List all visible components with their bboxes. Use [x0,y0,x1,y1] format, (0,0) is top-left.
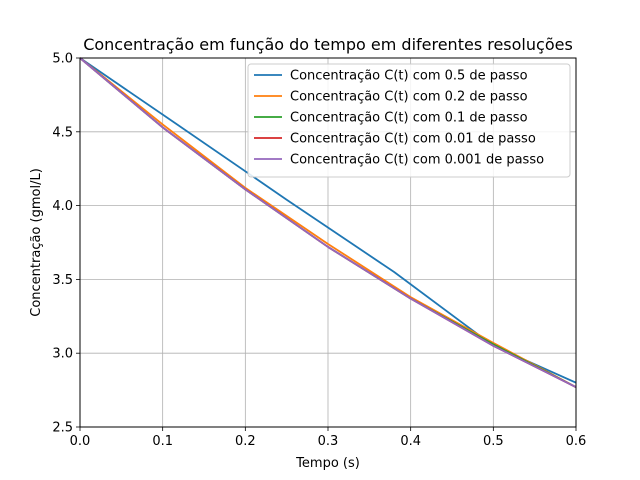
series-line-5 [79,57,577,388]
series-line-2 [79,57,577,388]
y-axis-ticks: 2.5 3.0 3.5 4.0 4.5 5.0 [52,52,80,436]
legend-box [247,63,571,178]
chart-title: Concentração em função do tempo em difer… [83,35,573,54]
x-tick-label: 0.6 [566,434,587,449]
x-tick-label: 0.1 [152,434,173,449]
legend-entry: Concentração C(t) com 0.01 de passo [290,132,536,147]
legend-entry: Concentração C(t) com 0.001 de passo [290,153,544,168]
x-tick-label: 0.5 [483,434,504,449]
legend-entry: Concentração C(t) com 0.1 de passo [290,111,528,126]
y-tick-label: 2.5 [52,421,73,436]
y-tick-label: 5.0 [52,52,73,67]
x-tick-label: 0.4 [400,434,421,449]
legend: Concentração C(t) com 0.5 de passo Concen… [247,63,571,178]
x-tick-label: 0.0 [70,434,91,449]
x-axis-ticks: 0.0 0.1 0.2 0.3 0.4 0.5 0.6 [70,427,587,449]
x-tick-label: 0.2 [235,434,256,449]
y-tick-label: 4.5 [52,125,73,140]
y-tick-label: 4.0 [52,199,73,214]
legend-entry: Concentração C(t) com 0.2 de passo [290,90,528,105]
y-axis-label: Concentração (gmol/L) [29,168,44,317]
series-layer [79,57,577,388]
x-tick-label: 0.3 [318,434,339,449]
x-axis-label: Tempo (s) [295,456,360,471]
y-tick-label: 3.5 [52,273,73,288]
legend-entry: Concentração C(t) com 0.5 de passo [290,69,528,84]
y-tick-label: 3.0 [52,347,73,362]
